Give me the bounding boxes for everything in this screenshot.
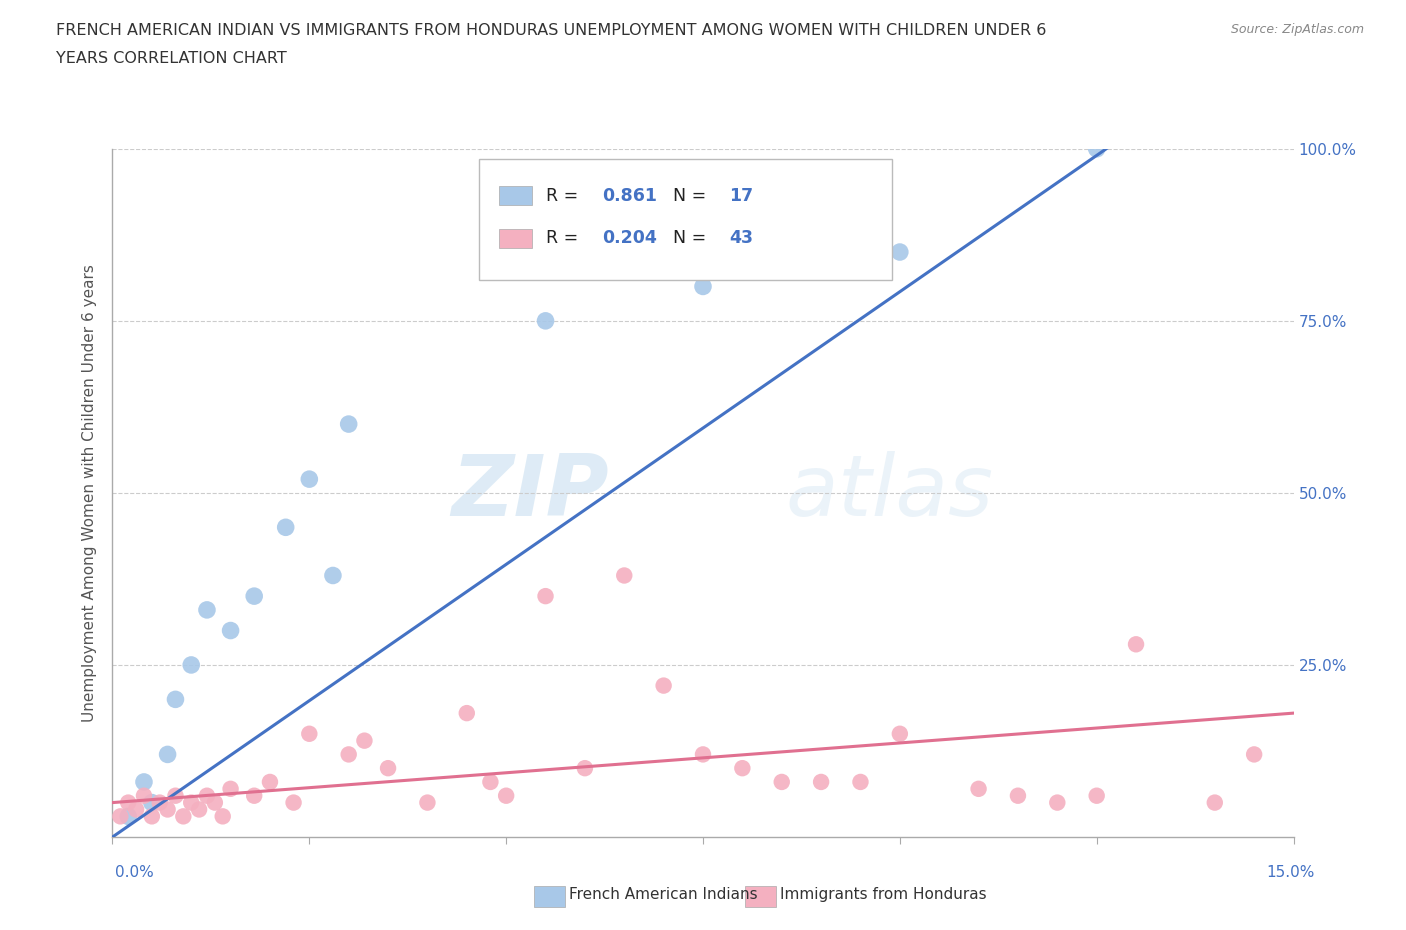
Text: 0.0%: 0.0% bbox=[115, 865, 155, 880]
Point bbox=[283, 795, 305, 810]
Text: Source: ZipAtlas.com: Source: ZipAtlas.com bbox=[1230, 23, 1364, 36]
Point bbox=[1085, 141, 1108, 156]
Point bbox=[204, 795, 226, 810]
Point bbox=[195, 603, 218, 618]
Point bbox=[1007, 789, 1029, 804]
Text: 0.204: 0.204 bbox=[603, 230, 658, 247]
Point bbox=[188, 802, 211, 817]
Point bbox=[810, 775, 832, 790]
Point bbox=[141, 809, 163, 824]
Text: N =: N = bbox=[673, 187, 713, 205]
Point bbox=[889, 726, 911, 741]
Point bbox=[322, 568, 344, 583]
Point bbox=[274, 520, 297, 535]
Point bbox=[613, 568, 636, 583]
Point bbox=[534, 313, 557, 328]
Text: YEARS CORRELATION CHART: YEARS CORRELATION CHART bbox=[56, 51, 287, 66]
Point bbox=[1204, 795, 1226, 810]
Point bbox=[456, 706, 478, 721]
Point bbox=[889, 245, 911, 259]
Point bbox=[416, 795, 439, 810]
Point bbox=[574, 761, 596, 776]
FancyBboxPatch shape bbox=[499, 186, 531, 206]
Text: R =: R = bbox=[546, 187, 583, 205]
Point bbox=[479, 775, 502, 790]
FancyBboxPatch shape bbox=[478, 159, 891, 280]
FancyBboxPatch shape bbox=[499, 229, 531, 248]
Point bbox=[132, 775, 155, 790]
Point bbox=[165, 789, 187, 804]
Y-axis label: Unemployment Among Women with Children Under 6 years: Unemployment Among Women with Children U… bbox=[82, 264, 97, 722]
Point bbox=[117, 809, 139, 824]
Point bbox=[1125, 637, 1147, 652]
Text: 0.861: 0.861 bbox=[603, 187, 658, 205]
Point bbox=[180, 795, 202, 810]
Text: atlas: atlas bbox=[786, 451, 994, 535]
Point bbox=[156, 747, 179, 762]
Point bbox=[165, 692, 187, 707]
Point bbox=[337, 747, 360, 762]
Point bbox=[534, 589, 557, 604]
Point bbox=[1085, 789, 1108, 804]
Point bbox=[172, 809, 194, 824]
Point bbox=[117, 795, 139, 810]
Point bbox=[692, 279, 714, 294]
Point bbox=[211, 809, 233, 824]
Point bbox=[770, 775, 793, 790]
Point bbox=[125, 802, 148, 817]
Point bbox=[298, 472, 321, 486]
Point bbox=[692, 747, 714, 762]
Point bbox=[377, 761, 399, 776]
Point bbox=[141, 795, 163, 810]
Text: 17: 17 bbox=[728, 187, 754, 205]
Point bbox=[149, 795, 172, 810]
Point bbox=[132, 789, 155, 804]
Point bbox=[195, 789, 218, 804]
Text: ZIP: ZIP bbox=[451, 451, 609, 535]
Point bbox=[353, 733, 375, 748]
Point bbox=[967, 781, 990, 796]
Point bbox=[1243, 747, 1265, 762]
Text: French American Indians: French American Indians bbox=[569, 887, 758, 902]
Point bbox=[243, 789, 266, 804]
Text: R =: R = bbox=[546, 230, 583, 247]
Text: 15.0%: 15.0% bbox=[1267, 865, 1315, 880]
Point bbox=[243, 589, 266, 604]
Point bbox=[219, 623, 242, 638]
Point bbox=[731, 761, 754, 776]
Point bbox=[156, 802, 179, 817]
Point bbox=[180, 658, 202, 672]
Point bbox=[652, 678, 675, 693]
Point bbox=[495, 789, 517, 804]
Text: 43: 43 bbox=[728, 230, 754, 247]
Text: FRENCH AMERICAN INDIAN VS IMMIGRANTS FROM HONDURAS UNEMPLOYMENT AMONG WOMEN WITH: FRENCH AMERICAN INDIAN VS IMMIGRANTS FRO… bbox=[56, 23, 1046, 38]
Point bbox=[259, 775, 281, 790]
Point bbox=[337, 417, 360, 432]
Text: N =: N = bbox=[673, 230, 713, 247]
Point bbox=[849, 775, 872, 790]
Point bbox=[110, 809, 132, 824]
Point bbox=[1046, 795, 1069, 810]
Text: Immigrants from Honduras: Immigrants from Honduras bbox=[780, 887, 987, 902]
Point bbox=[298, 726, 321, 741]
Point bbox=[219, 781, 242, 796]
